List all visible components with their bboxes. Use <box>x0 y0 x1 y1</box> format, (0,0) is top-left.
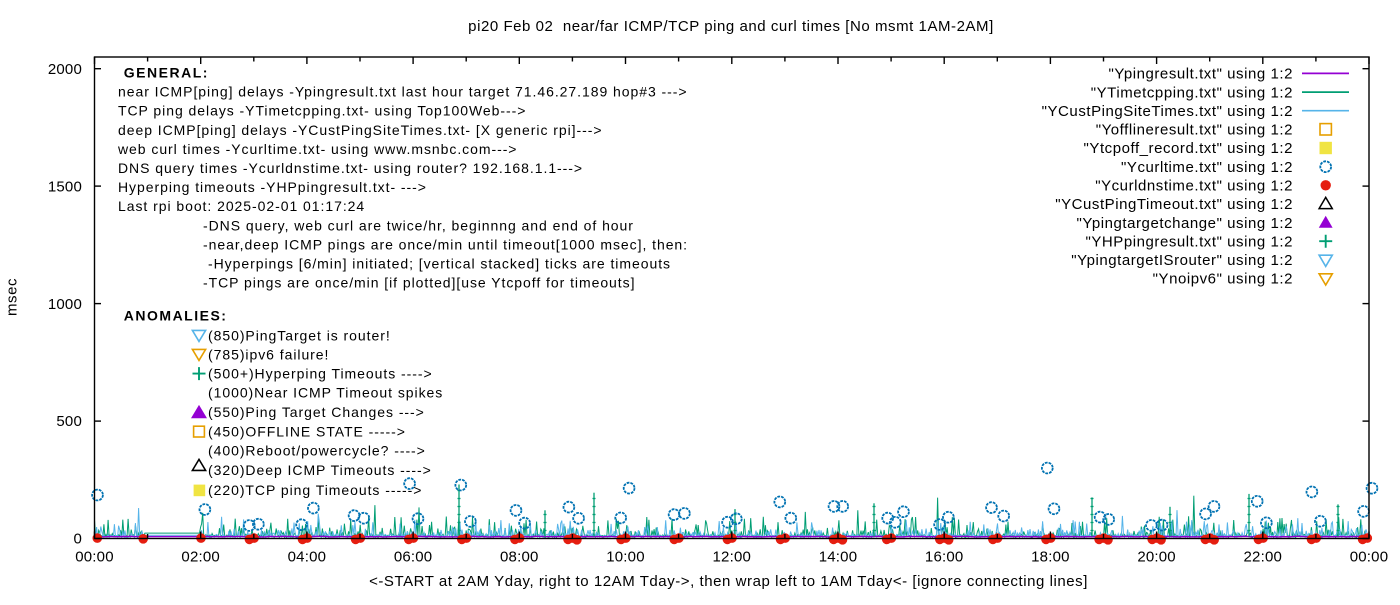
svg-text:Hyperping timeouts -YHPpingres: Hyperping timeouts -YHPpingresult.txt- -… <box>118 179 427 195</box>
svg-text:GENERAL:: GENERAL: <box>124 65 209 81</box>
svg-text:"YCustPingTimeout.txt" using 1: "YCustPingTimeout.txt" using 1:2 <box>1055 196 1293 213</box>
svg-text:"Ytcpoff_record.txt" using 1:2: "Ytcpoff_record.txt" using 1:2 <box>1084 140 1293 157</box>
svg-text:(220)TCP ping Timeouts ----->: (220)TCP ping Timeouts -----> <box>208 482 422 498</box>
svg-text:(1000)Near ICMP Timeout spikes: (1000)Near ICMP Timeout spikes <box>208 385 443 401</box>
svg-text:16:00: 16:00 <box>925 549 964 566</box>
svg-text:0: 0 <box>73 531 82 548</box>
svg-text:TCP ping delays -YTimetcpping.: TCP ping delays -YTimetcpping.txt- using… <box>118 103 526 119</box>
svg-text:"Ycurltime.txt" using 1:2: "Ycurltime.txt" using 1:2 <box>1121 159 1293 176</box>
svg-text:20:00: 20:00 <box>1137 549 1176 566</box>
svg-text:(400)Reboot/powercycle? ---->: (400)Reboot/powercycle? ----> <box>208 442 426 458</box>
svg-text:02:00: 02:00 <box>181 549 220 566</box>
svg-text:"YCustPingSiteTimes.txt" using: "YCustPingSiteTimes.txt" using 1:2 <box>1042 103 1293 120</box>
svg-text:ANOMALIES:: ANOMALIES: <box>124 308 228 324</box>
svg-text:"Yofflineresult.txt" using 1:2: "Yofflineresult.txt" using 1:2 <box>1096 122 1293 139</box>
svg-text:500: 500 <box>56 413 82 430</box>
svg-text:DNS query times -Ycurldnstime.: DNS query times -Ycurldnstime.txt- using… <box>118 160 583 176</box>
svg-text:pi20 Feb 02 near/far ICMP/TCP: pi20 Feb 02 near/far ICMP/TCP ping and c… <box>468 18 994 35</box>
svg-text:web curl times -Ycurltime.txt-: web curl times -Ycurltime.txt- using www… <box>117 141 517 157</box>
svg-text:(785)ipv6 failure!: (785)ipv6 failure! <box>208 346 329 362</box>
svg-text:"YTimetcpping.txt" using 1:2: "YTimetcpping.txt" using 1:2 <box>1091 84 1293 101</box>
svg-text:00:00: 00:00 <box>75 549 114 566</box>
svg-text:(320)Deep ICMP Timeouts ---->: (320)Deep ICMP Timeouts ----> <box>208 462 432 478</box>
svg-text:"Ypingresult.txt" using 1:2: "Ypingresult.txt" using 1:2 <box>1109 66 1293 83</box>
svg-text:"Ynoipv6" using 1:2: "Ynoipv6" using 1:2 <box>1153 271 1293 288</box>
svg-text:"Ycurldnstime.txt" using 1:2: "Ycurldnstime.txt" using 1:2 <box>1095 178 1293 195</box>
svg-text:10:00: 10:00 <box>606 549 645 566</box>
svg-text:08:00: 08:00 <box>500 549 539 566</box>
svg-text:12:00: 12:00 <box>713 549 752 566</box>
svg-text:06:00: 06:00 <box>394 549 433 566</box>
svg-text:2000: 2000 <box>48 61 82 78</box>
svg-text:14:00: 14:00 <box>819 549 858 566</box>
svg-text:-near,deep ICMP pings are once: -near,deep ICMP pings are once/min until… <box>203 236 688 252</box>
svg-text:deep ICMP[ping] delays -YCustP: deep ICMP[ping] delays -YCustPingSiteTim… <box>118 122 602 138</box>
svg-text:18:00: 18:00 <box>1031 549 1070 566</box>
svg-text:(850)PingTarget is router!: (850)PingTarget is router! <box>208 327 391 343</box>
svg-text:Last rpi boot: 2025-02-01 01:1: Last rpi boot: 2025-02-01 01:17:24 <box>118 198 365 214</box>
svg-text:near ICMP[ping] delays -Ypingr: near ICMP[ping] delays -Ypingresult.txt … <box>118 84 688 100</box>
svg-text:(450)OFFLINE STATE ----->: (450)OFFLINE STATE -----> <box>208 423 406 439</box>
svg-text:(550)Ping Target Changes --->: (550)Ping Target Changes ---> <box>208 404 425 420</box>
svg-text:-TCP pings are once/min [if pl: -TCP pings are once/min [if plotted][use… <box>203 275 635 291</box>
svg-text:"Ypingtargetchange" using 1:2: "Ypingtargetchange" using 1:2 <box>1077 215 1293 232</box>
svg-text:<-START at 2AM Yday, right to: <-START at 2AM Yday, right to 12AM Tday-… <box>369 573 1088 590</box>
svg-text:(500+)Hyperping Timeouts ---->: (500+)Hyperping Timeouts ----> <box>208 365 433 381</box>
svg-text:1000: 1000 <box>48 296 82 313</box>
svg-text:22:00: 22:00 <box>1244 549 1283 566</box>
svg-text:00:00: 00:00 <box>1350 549 1389 566</box>
svg-text:-Hyperpings [6/min] initiated;: -Hyperpings [6/min] initiated; [vertical… <box>208 256 671 272</box>
svg-text:"YHPpingresult.txt" using 1:2: "YHPpingresult.txt" using 1:2 <box>1085 233 1293 250</box>
svg-text:msec: msec <box>4 278 21 316</box>
svg-text:"YpingtargetISrouter" using 1:: "YpingtargetISrouter" using 1:2 <box>1071 252 1293 269</box>
svg-text:-DNS query, web curl are twice: -DNS query, web curl are twice/hr, begin… <box>203 217 634 233</box>
svg-text:1500: 1500 <box>48 178 82 195</box>
svg-text:04:00: 04:00 <box>288 549 327 566</box>
